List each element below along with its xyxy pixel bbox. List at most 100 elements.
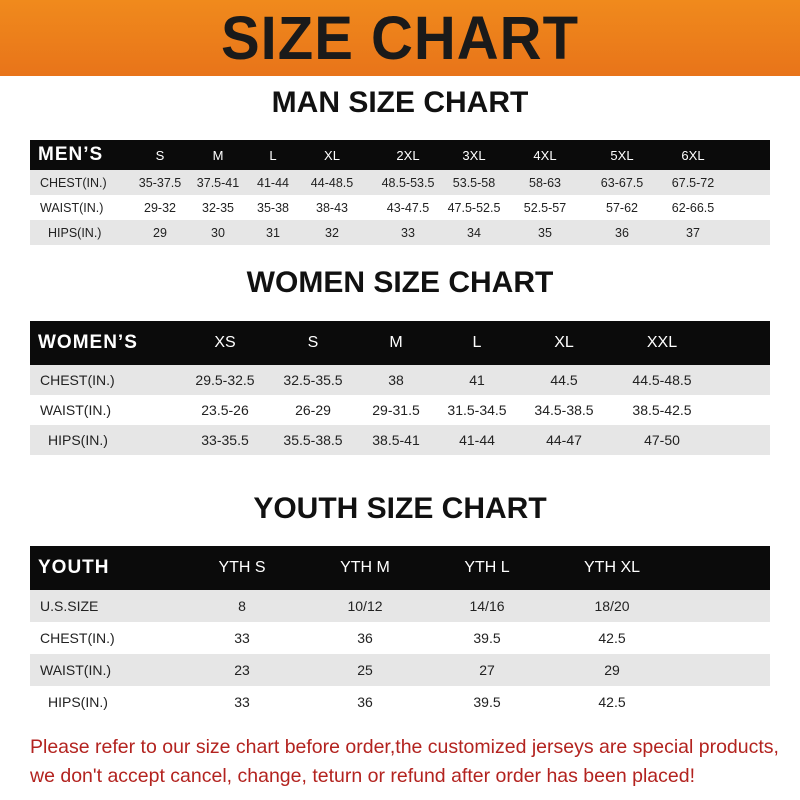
table-cell: 39.5 — [473, 694, 501, 710]
table-cell: 35.5-38.5 — [283, 432, 343, 448]
table-cell: 58-63 — [529, 175, 561, 190]
table-cell: 47-50 — [644, 432, 680, 448]
table-cell: 26-29 — [295, 402, 331, 418]
table-row: WAIST(IN.) 23.5-26 26-29 29-31.5 31.5-34.5 34… — [30, 395, 770, 425]
table-cell: 10/12 — [347, 598, 383, 614]
size-header-cell: XL — [554, 334, 574, 351]
table-cell: 67.5-72 — [671, 175, 715, 190]
size-header-cell: YTH XL — [583, 559, 641, 576]
table-cell: 23.5-26 — [201, 402, 249, 418]
table-cell: 33-35.5 — [201, 432, 249, 448]
table-header-label: YOUTH — [38, 557, 110, 578]
size-header-cell: XXL — [646, 334, 678, 351]
table-cell: 36 — [357, 630, 373, 646]
size-header-cell: XL — [324, 147, 340, 163]
table-cell: 44-47 — [546, 432, 582, 448]
table-cell: 37.5-41 — [196, 175, 240, 190]
table-cell: 8 — [238, 598, 246, 614]
notice-line-2: we don't accept cancel, change, teturn o… — [30, 765, 695, 787]
table-header-row: MEN’S S M L XL 2XL 3XL 4XL 5XL 6XL — [30, 140, 770, 170]
men-section-title: MAN SIZE CHART — [271, 86, 529, 119]
page-title: SIZE CHART — [221, 3, 579, 73]
table-row: HIPS(IN.) 29 30 31 32 33 34 35 36 37 — [30, 220, 770, 245]
table-cell: 47.5-52.5 — [447, 200, 501, 215]
table-cell: 33 — [234, 694, 250, 710]
notice-line-1: Please refer to our size chart before or… — [30, 736, 779, 758]
table-header-row: WOMEN’S XS S M L XL XXL — [30, 321, 770, 365]
size-header-cell: M — [212, 147, 224, 163]
banner: SIZE CHART — [0, 0, 800, 76]
size-header-cell: 2XL — [396, 147, 420, 163]
size-header-cell: 4XL — [533, 147, 557, 163]
table-cell: 57-62 — [606, 200, 638, 215]
table-cell: 36 — [615, 225, 629, 240]
table-cell: 62-66.5 — [671, 200, 715, 215]
table-header-label: MEN’S — [38, 144, 104, 165]
table-row: WAIST(IN.) 23 25 27 29 — [30, 654, 770, 686]
table-cell: 48.5-53.5 — [381, 175, 435, 190]
row-label: HIPS(IN.) — [48, 432, 108, 448]
table-cell: 32 — [325, 225, 339, 240]
table-header-label: WOMEN’S — [38, 332, 138, 353]
table-row: WAIST(IN.) 29-32 32-35 35-38 38-43 43-47.5 47.… — [30, 195, 770, 220]
table-cell: 42.5 — [598, 630, 626, 646]
table-cell: 41-44 — [459, 432, 495, 448]
row-label: WAIST(IN.) — [40, 662, 112, 678]
table-cell: 38 — [388, 372, 404, 388]
table-cell: 32-35 — [202, 200, 234, 215]
women-size-table: WOMEN’S XS S M L XL XXL CHEST(IN.) 29.5-32.5 32.5… — [30, 321, 770, 455]
youth-section-title: YOUTH SIZE CHART — [253, 492, 547, 525]
row-label: HIPS(IN.) — [48, 225, 102, 240]
table-cell: 34.5-38.5 — [534, 402, 594, 418]
table-cell: 33 — [401, 225, 415, 240]
row-label: HIPS(IN.) — [48, 694, 108, 710]
size-header-cell: 6XL — [681, 147, 705, 163]
table-cell: 31 — [266, 225, 280, 240]
row-label: CHEST(IN.) — [40, 372, 115, 388]
row-label: WAIST(IN.) — [40, 200, 104, 215]
table-cell: 38-43 — [316, 200, 348, 215]
size-header-cell: 5XL — [610, 147, 634, 163]
row-label: U.S.SIZE — [40, 598, 99, 614]
table-cell: 29 — [153, 225, 167, 240]
table-cell: 27 — [479, 662, 495, 678]
women-section-title: WOMEN SIZE CHART — [246, 266, 554, 299]
table-cell: 52.5-57 — [523, 200, 567, 215]
table-row: U.S.SIZE 8 10/12 14/16 18/20 — [30, 590, 770, 622]
table-cell: 30 — [211, 225, 225, 240]
size-header-cell: YTH S — [218, 559, 266, 576]
size-header-cell: YTH L — [464, 559, 510, 576]
size-header-cell: S — [307, 334, 319, 351]
table-cell: 14/16 — [469, 598, 505, 614]
table-row: HIPS(IN.) 33-35.5 35.5-38.5 38.5-41 41-44 44-… — [30, 425, 770, 455]
table-cell: 43-47.5 — [386, 200, 430, 215]
table-cell: 25 — [357, 662, 373, 678]
row-label: CHEST(IN.) — [40, 630, 115, 646]
size-header-cell: L — [472, 334, 482, 351]
table-cell: 39.5 — [473, 630, 501, 646]
table-cell: 38.5-42.5 — [632, 402, 692, 418]
table-cell: 31.5-34.5 — [447, 402, 507, 418]
size-header-cell: 3XL — [462, 147, 486, 163]
row-label: WAIST(IN.) — [40, 402, 112, 418]
size-header-cell: YTH M — [340, 559, 390, 576]
table-cell: 41-44 — [257, 175, 289, 190]
table-cell: 33 — [234, 630, 250, 646]
table-cell: 29 — [604, 662, 620, 678]
table-cell: 18/20 — [594, 598, 630, 614]
men-size-table: MEN’S S M L XL 2XL 3XL 4XL 5XL 6XL CHEST(IN.) 35-37… — [30, 140, 770, 245]
table-row: CHEST(IN.) 33 36 39.5 42.5 — [30, 622, 770, 654]
table-cell: 29.5-32.5 — [195, 372, 255, 388]
youth-size-table: YOUTH YTH S YTH M YTH L YTH XL U.S.SIZE 8 10/12… — [30, 546, 770, 718]
table-cell: 41 — [469, 372, 485, 388]
table-cell: 44.5 — [550, 372, 578, 388]
table-cell: 44-48.5 — [310, 175, 354, 190]
size-header-cell: S — [155, 147, 165, 163]
table-cell: 44.5-48.5 — [632, 372, 692, 388]
size-header-cell: M — [389, 334, 403, 351]
table-cell: 29-32 — [144, 200, 176, 215]
table-cell: 35 — [538, 225, 552, 240]
table-cell: 63-67.5 — [600, 175, 644, 190]
table-row: HIPS(IN.) 33 36 39.5 42.5 — [30, 686, 770, 718]
table-header-row: YOUTH YTH S YTH M YTH L YTH XL — [30, 546, 770, 590]
